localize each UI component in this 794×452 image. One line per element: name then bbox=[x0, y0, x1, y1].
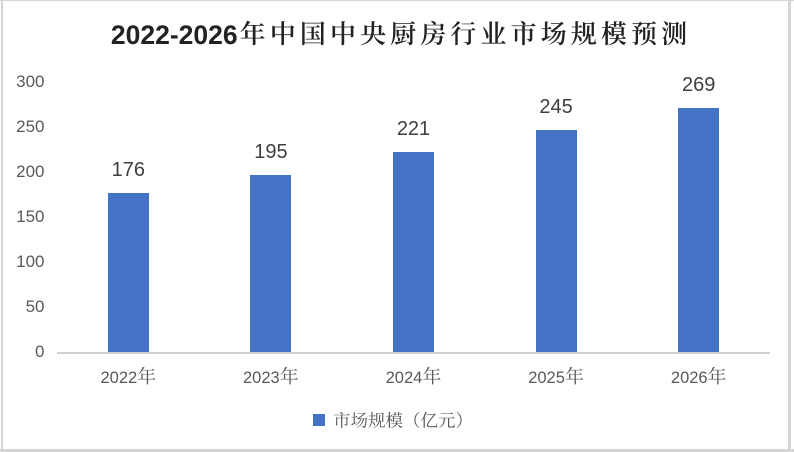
svg-text:2025: 2025 bbox=[528, 369, 565, 387]
svg-text:2022: 2022 bbox=[101, 369, 138, 387]
svg-text:2026: 2026 bbox=[671, 369, 708, 387]
svg-text:2023: 2023 bbox=[243, 369, 280, 387]
svg-text:2024: 2024 bbox=[386, 369, 423, 387]
svg-text:2022-2026: 2022-2026 bbox=[111, 20, 238, 50]
